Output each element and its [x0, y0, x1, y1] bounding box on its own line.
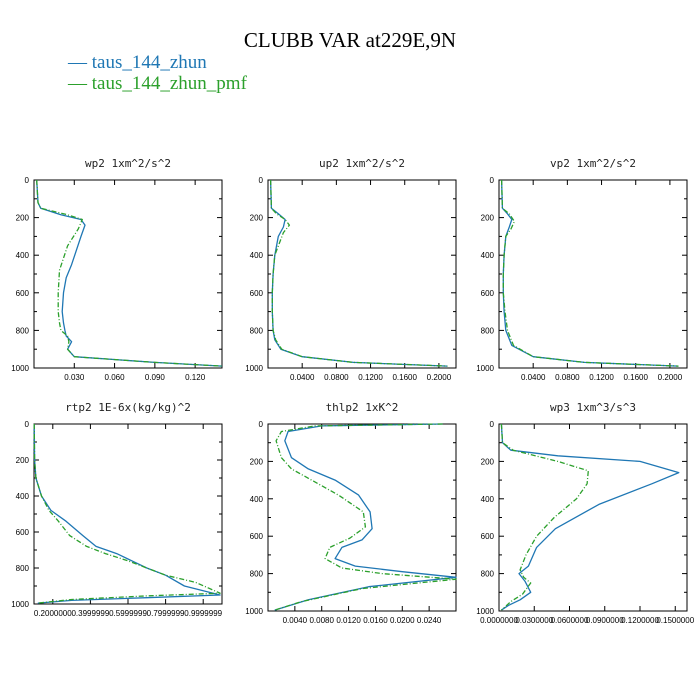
plot-4-ytick-label: 800	[16, 564, 30, 573]
plot-2-ytick-label: 400	[250, 251, 264, 260]
plot-6-xtick-label: 0.0000000	[480, 616, 518, 625]
plot-5-xtick-label: 0.0040	[283, 616, 308, 625]
plot-5-ytick-label: 800	[250, 570, 264, 579]
plot-2-series-taus-144-zhun-pmf	[269, 179, 448, 367]
plot-4-ytick-label: 200	[16, 456, 30, 465]
plot-5-ytick-label: 200	[250, 457, 264, 466]
plot-1-series-taus-144-zhun	[36, 179, 223, 367]
plot-3-ytick-label: 1000	[476, 364, 494, 373]
plot-3-xtick-label: 0.2000	[658, 373, 683, 382]
plot-1-xtick-label: 0.120	[185, 373, 206, 382]
plot-3-series-taus-144-zhun-pmf	[500, 179, 679, 367]
plot-3-xtick-label: 0.0400	[521, 373, 546, 382]
plot-6-xtick-label: 0.0900000	[586, 616, 624, 625]
plot-5-frame	[267, 423, 457, 612]
plot-4-ytick-label: 400	[16, 492, 30, 501]
plot-2-frame	[267, 179, 457, 369]
plot-5-series-taus-144-zhun-pmf	[274, 423, 457, 611]
plot-2-ytick-label: 200	[250, 214, 264, 223]
plot-2-ytick-label: 0	[259, 176, 264, 185]
page-title: CLUBB VAR at229E,9N	[243, 28, 457, 52]
plot-1-frame	[33, 179, 223, 369]
plot-1-ytick-label: 600	[16, 289, 30, 298]
plot-4-series-taus-144-zhun	[33, 423, 221, 604]
plot-5-ytick-label: 600	[250, 532, 264, 541]
plot-4-title: rtp2 1E-6x(kg/kg)^2	[65, 401, 191, 414]
plot-3-title: vp2 1xm^2/s^2	[550, 157, 636, 170]
plot-3-frame	[498, 179, 688, 369]
plot-6-series-taus-144-zhun	[500, 423, 680, 611]
plot-1-series-taus-144-zhun-pmf	[36, 179, 223, 367]
plot-4-series-taus-144-zhun-pmf	[33, 423, 221, 604]
plot-4-xtick-label: 0.5999999	[109, 609, 147, 618]
plot-1-ytick-label: 800	[16, 326, 30, 335]
plot-2-ytick-label: 800	[250, 326, 264, 335]
plot-1-ytick-label: 200	[16, 214, 30, 223]
plot-5-xtick-label: 0.0080	[309, 616, 334, 625]
plot-6-series-taus-144-zhun-pmf	[500, 423, 589, 611]
plot-5-ytick-label: 400	[250, 495, 264, 504]
plot-5-ytick-label: 0	[259, 420, 264, 429]
plot-4-xtick-label: 0.2000000	[34, 609, 72, 618]
plot-2-series-taus-144-zhun	[269, 179, 448, 367]
plot-6-xtick-label: 0.0600000	[551, 616, 589, 625]
plot-3-series-taus-144-zhun	[500, 179, 679, 367]
plot-6-title: wp3 1xm^3/s^3	[550, 401, 636, 414]
plot-5-xtick-label: 0.0120	[336, 616, 361, 625]
plot-4-xtick-label: 0.9999999	[184, 609, 222, 618]
plot-3-ytick-label: 0	[490, 176, 495, 185]
plot-3-ytick-label: 600	[481, 289, 495, 298]
plot-2-xtick-label: 0.2000	[427, 373, 452, 382]
plot-4-xtick-label: 0.7999999	[147, 609, 185, 618]
plot-6-xtick-label: 0.0300000	[515, 616, 553, 625]
plot-3-xtick-label: 0.1600	[623, 373, 648, 382]
plot-4-xtick-label: 0.3999999	[71, 609, 109, 618]
plot-5-title: thlp2 1xK^2	[326, 401, 399, 414]
plot-4-ytick-label: 600	[16, 528, 30, 537]
plot-3-ytick-label: 200	[481, 214, 495, 223]
legend-entry-taus-144-zhun-pmf: — taus_144_zhun_pmf	[68, 73, 247, 94]
plot-2-title: up2 1xm^2/s^2	[319, 157, 405, 170]
plot-4-ytick-label: 1000	[11, 600, 29, 609]
plot-6-ytick-label: 1000	[476, 607, 494, 616]
plot-3-xtick-label: 0.1200	[589, 373, 614, 382]
plot-2-xtick-label: 0.1200	[358, 373, 383, 382]
plot-3-ytick-label: 400	[481, 251, 495, 260]
plot-1-xtick-label: 0.090	[145, 373, 166, 382]
plot-4-ytick-label: 0	[25, 420, 30, 429]
plot-3-xtick-label: 0.0800	[555, 373, 580, 382]
plot-2-ytick-label: 600	[250, 289, 264, 298]
plot-6-xtick-label: 0.1200000	[621, 616, 659, 625]
plot-1-ytick-label: 0	[25, 176, 30, 185]
plot-1-xtick-label: 0.030	[64, 373, 85, 382]
plot-1-title: wp2 1xm^2/s^2	[85, 157, 171, 170]
plot-5-series-taus-144-zhun	[274, 423, 457, 611]
plot-5-ytick-label: 1000	[245, 607, 263, 616]
plot-6-ytick-label: 400	[481, 495, 495, 504]
plot-6-ytick-label: 600	[481, 532, 495, 541]
plot-6-ytick-label: 0	[490, 420, 495, 429]
plot-6-ytick-label: 200	[481, 457, 495, 466]
plot-6-xtick-label: 0.1500000	[656, 616, 694, 625]
plot-5-xtick-label: 0.0160	[363, 616, 388, 625]
plot-2-ytick-label: 1000	[245, 364, 263, 373]
plot-2-xtick-label: 0.0400	[290, 373, 315, 382]
plot-5-xtick-label: 0.0240	[417, 616, 442, 625]
plot-1-ytick-label: 1000	[11, 364, 29, 373]
plot-2-xtick-label: 0.1600	[392, 373, 417, 382]
plot-4-frame	[33, 423, 223, 605]
plot-1-xtick-label: 0.060	[105, 373, 126, 382]
legend-entry-taus-144-zhun: — taus_144_zhun	[68, 52, 207, 73]
plot-2-xtick-label: 0.0800	[324, 373, 349, 382]
plot-3-ytick-label: 800	[481, 326, 495, 335]
plot-5-xtick-label: 0.0200	[390, 616, 415, 625]
plot-6-ytick-label: 800	[481, 570, 495, 579]
plot-1-ytick-label: 400	[16, 251, 30, 260]
